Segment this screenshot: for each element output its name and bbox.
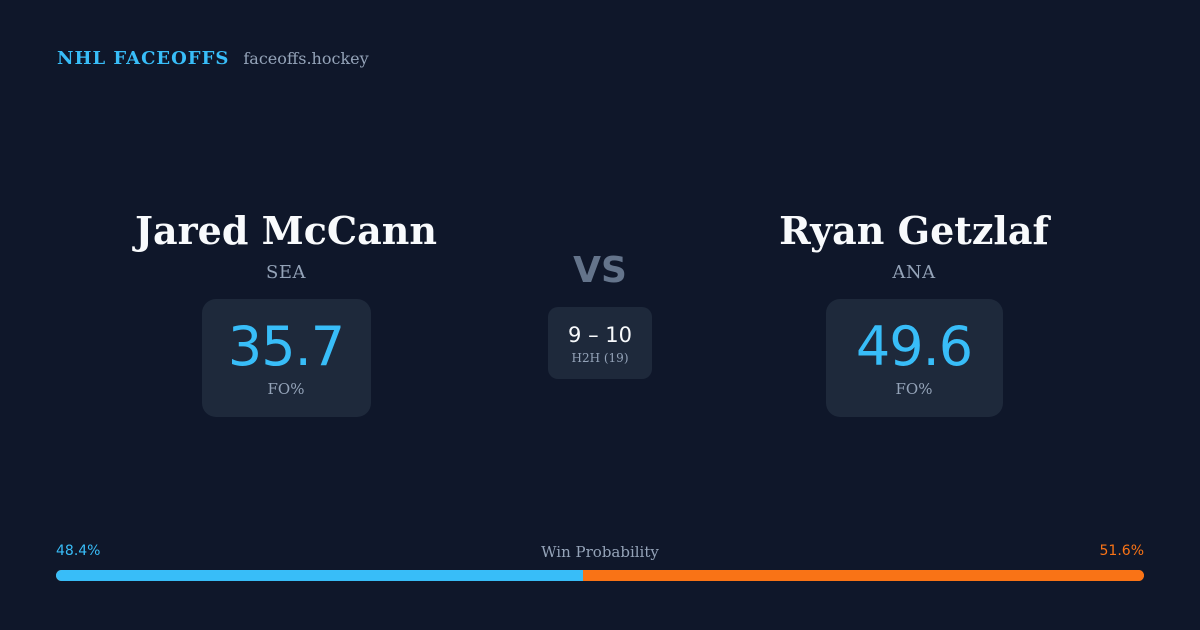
player-left-fo-value: 35.7 xyxy=(227,315,345,378)
win-probability-bar-left xyxy=(56,570,583,581)
player-left-team: SEA xyxy=(266,262,306,283)
player-right-team: ANA xyxy=(892,262,936,283)
player-left-name: Jared McCann xyxy=(135,208,437,253)
brand-header: NHL FACEOFFS faceoffs.hockey xyxy=(57,48,369,69)
win-probability-bar-right xyxy=(582,570,1144,581)
win-probability-bar xyxy=(56,570,1144,581)
h2h-card: 9 – 10 H2H (19) xyxy=(548,307,652,379)
player-right-fo-label: FO% xyxy=(895,380,933,398)
brand-name: NHL FACEOFFS xyxy=(57,48,230,69)
player-right-panel: Ryan Getzlaf ANA 49.6 FO% xyxy=(714,206,1114,417)
win-probability-title: Win Probability xyxy=(541,543,659,561)
player-left-fo-card: 35.7 FO% xyxy=(201,299,371,417)
player-left-panel: Jared McCann SEA 35.7 FO% xyxy=(86,206,486,417)
player-right-fo-value: 49.6 xyxy=(855,315,973,378)
win-probability-labels: 48.4% Win Probability 51.6% xyxy=(56,543,1144,563)
win-probability-left-pct: 48.4% xyxy=(56,543,101,559)
player-right-name: Ryan Getzlaf xyxy=(779,208,1049,253)
player-left-fo-label: FO% xyxy=(267,380,305,398)
player-right-fo-card: 49.6 FO% xyxy=(825,299,1003,417)
h2h-score: 9 – 10 xyxy=(568,322,632,347)
h2h-label: H2H (19) xyxy=(571,350,629,365)
vs-label: VS xyxy=(573,250,627,291)
brand-domain: faceoffs.hockey xyxy=(243,49,369,68)
win-probability-right-pct: 51.6% xyxy=(1099,543,1144,559)
